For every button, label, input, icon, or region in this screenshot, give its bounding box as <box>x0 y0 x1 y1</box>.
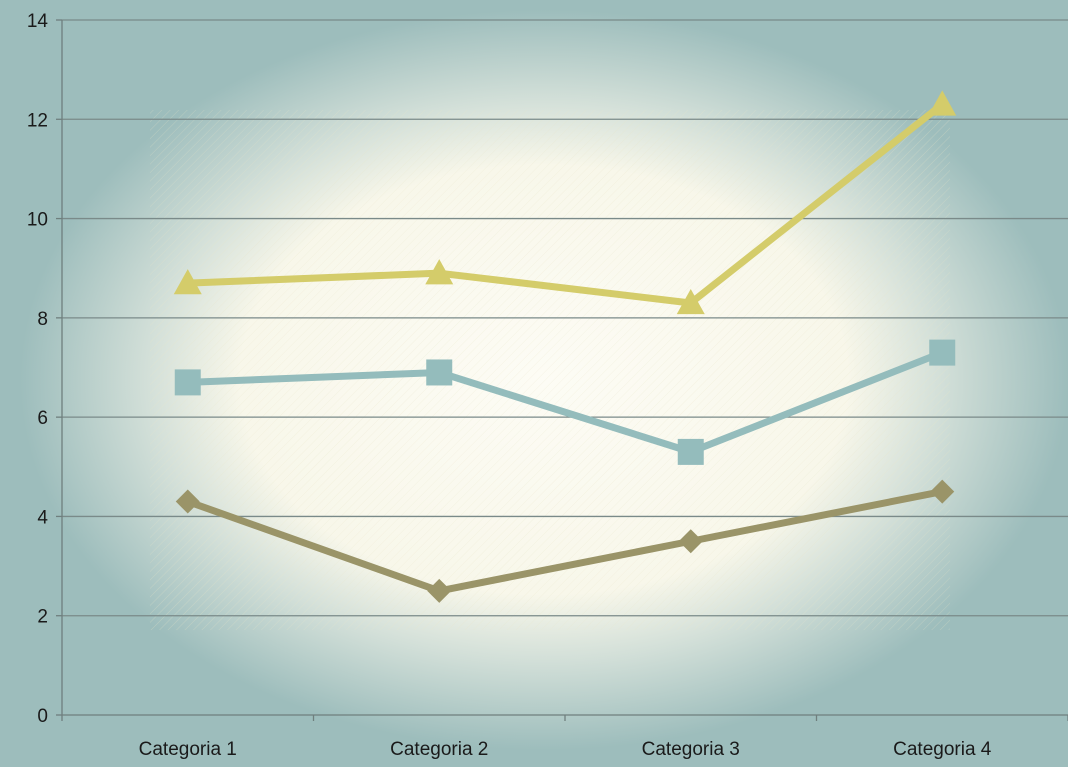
x-tick-label: Categoria 2 <box>390 739 488 760</box>
series-3 <box>173 90 957 315</box>
y-tick-label: 12 <box>27 110 48 131</box>
data-point-diamond <box>427 578 452 603</box>
data-point-triangle <box>173 269 202 295</box>
data-point-square <box>426 359 453 386</box>
x-tick-label: Categoria 4 <box>893 739 992 760</box>
y-tick-label: 4 <box>37 507 48 528</box>
y-tick-label: 2 <box>37 607 48 628</box>
plot-area-hatch <box>150 110 950 630</box>
y-tick-label: 6 <box>37 408 48 429</box>
data-point-triangle <box>425 259 454 285</box>
y-tick-label: 8 <box>37 309 48 330</box>
data-point-diamond <box>678 529 703 554</box>
series-line <box>184 488 946 595</box>
y-tick-label: 14 <box>27 11 49 32</box>
data-point-triangle <box>928 90 957 116</box>
series-line <box>184 100 946 307</box>
series-2 <box>174 339 956 465</box>
y-tick-label: 10 <box>27 210 48 231</box>
x-tick-label: Categoria 1 <box>139 739 237 760</box>
data-point-square <box>174 369 201 396</box>
x-tick-label: Categoria 3 <box>642 739 740 760</box>
series-line <box>184 349 946 456</box>
y-tick-label: 0 <box>37 706 48 727</box>
data-point-diamond <box>175 489 200 514</box>
data-point-triangle <box>676 288 705 315</box>
series-1 <box>175 479 955 603</box>
data-point-diamond <box>930 479 955 504</box>
data-point-square <box>929 339 956 366</box>
data-point-square <box>677 438 704 465</box>
